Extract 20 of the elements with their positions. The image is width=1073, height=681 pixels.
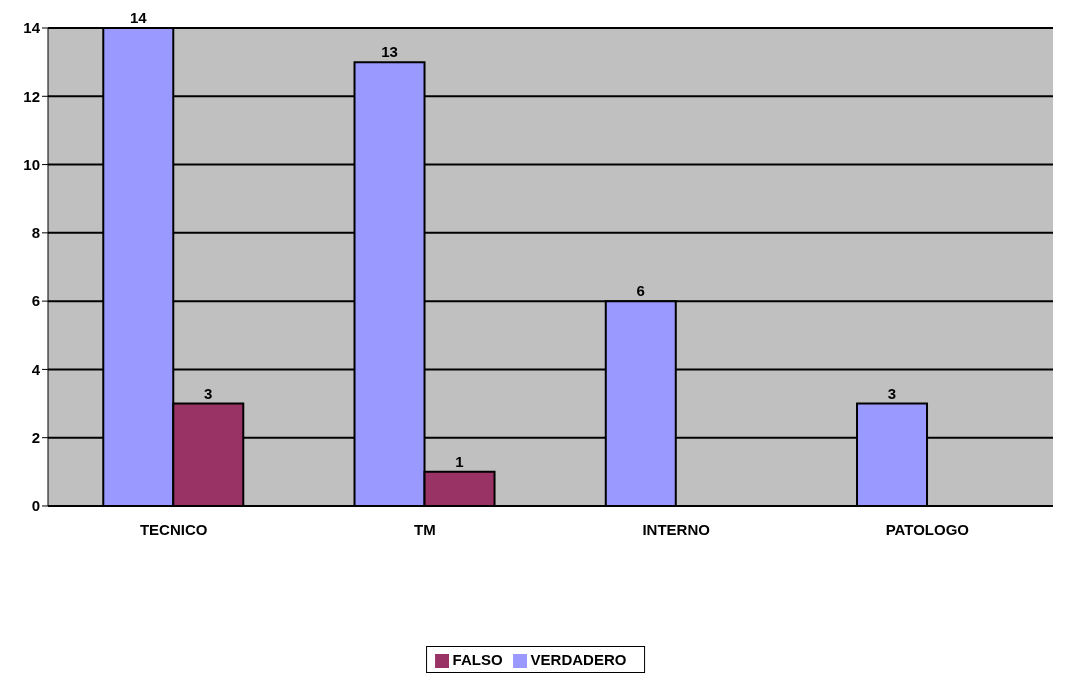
legend-label: VERDADERO: [530, 650, 627, 668]
legend-label: FALSO: [452, 650, 503, 668]
x-tick-label: TM: [414, 520, 436, 538]
data-label: 3: [887, 384, 897, 402]
data-label: 14: [129, 9, 148, 26]
y-tick-label: 4: [31, 360, 41, 378]
data-label: 6: [636, 282, 645, 300]
y-tick-label: 12: [23, 87, 40, 105]
x-tick-label: INTERNO: [642, 520, 711, 538]
data-label: 3: [204, 384, 213, 402]
y-tick-label: 8: [31, 224, 40, 242]
y-tick-label: 2: [31, 429, 40, 447]
x-tick-label: TECNICO: [139, 520, 208, 538]
data-label: 1: [455, 452, 464, 470]
y-tick-label: 10: [23, 155, 40, 173]
data-label: 13: [381, 43, 398, 61]
x-tick-label: PATOLOGO: [885, 520, 970, 538]
y-tick-label: 6: [31, 292, 40, 310]
y-tick-label: 14: [23, 19, 41, 37]
y-tick-label: 0: [31, 497, 40, 515]
